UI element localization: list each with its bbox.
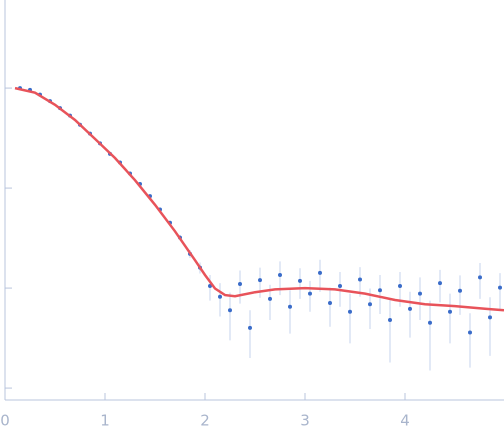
data-point	[358, 277, 362, 282]
data-point	[238, 281, 242, 286]
data-point	[368, 302, 372, 307]
x-tick-label: 3	[300, 412, 310, 430]
data-point	[498, 285, 502, 290]
data-point	[478, 275, 482, 280]
data-point	[458, 288, 462, 293]
x-tick-label: 0	[0, 412, 10, 430]
data-point	[258, 278, 262, 283]
data-point	[348, 309, 352, 314]
data-point	[248, 325, 252, 330]
data-point	[428, 320, 432, 325]
data-point	[298, 278, 302, 283]
x-tick-label: 4	[400, 412, 410, 430]
data-point	[398, 283, 402, 288]
data-point	[318, 270, 322, 275]
data-point	[488, 315, 492, 320]
data-point	[468, 330, 472, 335]
data-point	[338, 283, 342, 288]
data-point	[218, 294, 222, 299]
data-point	[418, 291, 422, 296]
data-point	[408, 306, 412, 311]
data-point	[268, 296, 272, 301]
data-point	[328, 300, 332, 305]
fit-line	[14, 86, 504, 312]
x-tick-label: 2	[200, 412, 210, 430]
data-point	[448, 309, 452, 314]
data-point	[278, 273, 282, 278]
data-point	[438, 281, 442, 286]
data-point	[388, 317, 392, 322]
x-tick-label: 1	[100, 412, 110, 430]
data-point	[228, 308, 232, 313]
data-point	[288, 304, 292, 309]
data-point	[308, 291, 312, 296]
data-point	[378, 288, 382, 293]
